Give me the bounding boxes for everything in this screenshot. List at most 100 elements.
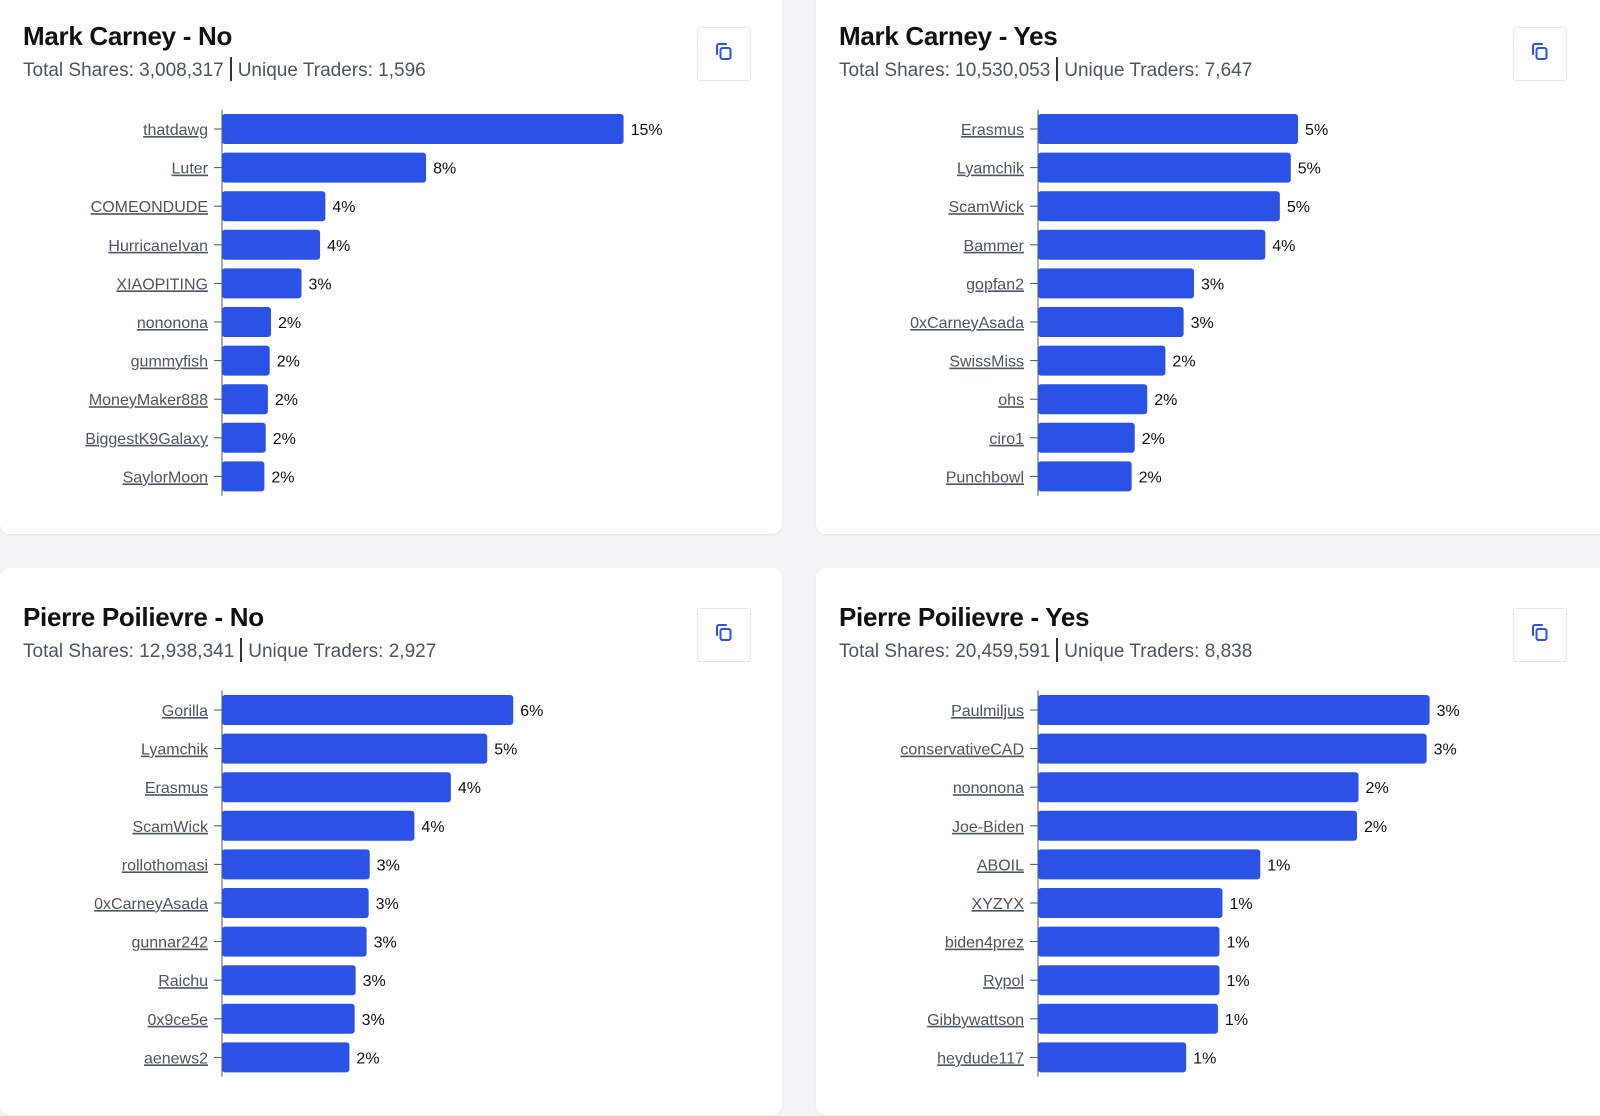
bar — [1038, 422, 1135, 453]
trader-link[interactable]: Gorilla — [162, 703, 208, 720]
bar — [1038, 152, 1291, 183]
trader-link[interactable]: 0xCarneyAsada — [94, 896, 208, 913]
chart-subtitle: Total Shares: 20,459,591 Unique Traders: … — [839, 638, 1252, 663]
trader-link[interactable]: gopfan2 — [966, 276, 1024, 293]
trader-link[interactable]: COMEONDUDE — [91, 199, 208, 216]
bar — [1038, 114, 1299, 144]
trader-link[interactable]: gummyfish — [131, 354, 208, 371]
bar — [1038, 965, 1220, 996]
data-label: 2% — [1142, 431, 1165, 448]
trader-link[interactable]: 0x9ce5e — [148, 1012, 209, 1029]
trader-link[interactable]: Joe-Biden — [952, 819, 1024, 836]
trader-link[interactable]: thatdawg — [143, 122, 208, 139]
copy-icon — [713, 41, 735, 68]
bar — [1038, 733, 1427, 764]
trader-link[interactable]: SaylorMoon — [123, 469, 208, 486]
trader-link[interactable]: XYZYX — [972, 896, 1025, 913]
trader-link[interactable]: biden4prez — [945, 935, 1024, 952]
trader-link[interactable]: Rypol — [983, 973, 1024, 990]
data-label: 4% — [1272, 238, 1295, 255]
bar — [222, 461, 265, 492]
bar — [222, 926, 367, 957]
bar — [1038, 307, 1184, 337]
chart-title: Pierre Poilievre - Yes — [839, 602, 1090, 632]
copy-icon — [713, 622, 735, 649]
trader-link[interactable]: ABOIL — [977, 857, 1024, 874]
trader-link[interactable]: ScamWick — [132, 819, 209, 836]
trader-link[interactable]: Luter — [172, 161, 209, 178]
trader-link[interactable]: XIAOPITING — [116, 276, 208, 293]
trader-link[interactable]: aenews2 — [144, 1050, 208, 1067]
copy-button[interactable] — [697, 27, 751, 81]
data-label: 1% — [1267, 857, 1290, 874]
copy-button[interactable] — [1513, 27, 1567, 81]
data-label: 2% — [1139, 469, 1162, 486]
trader-link[interactable]: Raichu — [158, 973, 208, 990]
data-label: 1% — [1226, 973, 1249, 990]
trader-link[interactable]: Lyamchik — [957, 161, 1025, 178]
trader-link[interactable]: ciro1 — [989, 431, 1024, 448]
trader-link[interactable]: Paulmiljus — [951, 703, 1024, 720]
trader-link[interactable]: MoneyMaker888 — [89, 392, 208, 409]
trader-link[interactable]: Punchbowl — [946, 469, 1024, 486]
bar — [1038, 461, 1132, 492]
trader-link[interactable]: Bammer — [964, 238, 1025, 255]
data-label: 3% — [363, 973, 386, 990]
data-label: 2% — [278, 315, 301, 332]
trader-link[interactable]: SwissMiss — [949, 354, 1024, 371]
trader-link[interactable]: heydude117 — [937, 1050, 1024, 1067]
bar — [222, 695, 514, 725]
bar — [1038, 1003, 1218, 1034]
trader-link[interactable]: Lyamchik — [141, 742, 209, 759]
bar — [222, 191, 326, 222]
total-shares: Total Shares: 20,459,591 — [839, 641, 1051, 662]
trader-link[interactable]: BiggestK9Galaxy — [85, 431, 208, 448]
chart-title: Pierre Poilievre - No — [23, 602, 264, 632]
bar — [1038, 810, 1358, 841]
trader-link[interactable]: gunnar242 — [131, 935, 208, 952]
data-label: 8% — [433, 161, 456, 178]
bar — [222, 152, 427, 183]
bar — [222, 384, 268, 415]
data-label: 3% — [377, 857, 400, 874]
bar — [222, 307, 272, 337]
chart-card-pierre-poilievre-yes: Pierre Poilievre - Yes Total Shares: 20,… — [816, 568, 1600, 1115]
separator — [1056, 57, 1059, 81]
copy-button[interactable] — [697, 608, 751, 662]
trader-link[interactable]: Erasmus — [145, 780, 208, 797]
trader-link[interactable]: Erasmus — [961, 122, 1024, 139]
total-shares: Total Shares: 3,008,317 — [23, 60, 224, 81]
data-label: 3% — [309, 276, 332, 293]
bar — [1038, 191, 1280, 222]
trader-link[interactable]: ScamWick — [948, 199, 1025, 216]
bar — [222, 114, 624, 144]
data-label: 4% — [327, 238, 350, 255]
bar — [222, 345, 270, 376]
bar-chart: Erasmus 5% Lyamchik 5% ScamWick 5% Bammer 4% gop… — [910, 109, 1328, 496]
trader-link[interactable]: nononona — [137, 315, 208, 332]
total-shares: Total Shares: 10,530,053 — [839, 60, 1051, 81]
data-label: 15% — [631, 122, 663, 139]
data-label: 4% — [458, 780, 481, 797]
copy-icon — [1529, 41, 1551, 68]
data-label: 3% — [1437, 703, 1460, 720]
data-label: 2% — [275, 392, 298, 409]
data-label: 2% — [1154, 392, 1177, 409]
copy-button[interactable] — [1513, 608, 1567, 662]
separator — [240, 638, 243, 662]
trader-link[interactable]: HurricaneIvan — [108, 238, 208, 255]
trader-link[interactable]: conservativeCAD — [900, 742, 1024, 759]
data-label: 1% — [1225, 1012, 1248, 1029]
data-label: 1% — [1229, 896, 1252, 913]
trader-link[interactable]: 0xCarneyAsada — [910, 315, 1024, 332]
trader-link[interactable]: ohs — [998, 392, 1024, 409]
trader-link[interactable]: nononona — [953, 780, 1024, 797]
trader-link[interactable]: Gibbywattson — [927, 1012, 1024, 1029]
unique-traders: Unique Traders: 8,838 — [1064, 641, 1253, 662]
data-label: 2% — [1366, 780, 1389, 797]
bar — [1038, 268, 1195, 299]
bar — [1038, 849, 1261, 880]
trader-link[interactable]: rollothomasi — [122, 857, 208, 874]
data-label: 5% — [1305, 122, 1328, 139]
bar-chart: Gorilla 6% Lyamchik 5% Erasmus 4% ScamWick 4% ro… — [94, 690, 543, 1077]
